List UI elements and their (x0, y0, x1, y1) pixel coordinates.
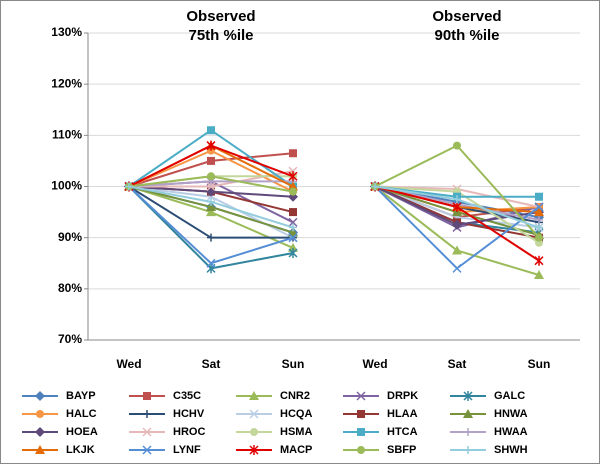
legend-label: SHWH (494, 444, 528, 456)
marker (206, 181, 216, 192)
legend-label: HLAA (387, 408, 418, 420)
y-tick-label: 130% (51, 25, 82, 39)
marker (288, 171, 298, 182)
legend-marker (357, 410, 365, 418)
legend-marker (249, 391, 259, 400)
legend-label: SBFP (387, 444, 416, 456)
legend-marker (35, 391, 45, 401)
legend-label: HTCA (387, 426, 418, 438)
annotation: 90th %ile (434, 27, 499, 44)
y-tick-label: 120% (51, 76, 82, 90)
marker (452, 245, 462, 255)
legend-marker (142, 427, 152, 437)
series (125, 141, 543, 242)
legend-label: C35C (173, 390, 201, 402)
marker (207, 156, 215, 165)
x-tick-label: Wed (362, 357, 387, 371)
legend-label: LKJK (66, 444, 95, 456)
legend-marker (35, 445, 45, 454)
x-tick-label: Sun (282, 357, 305, 371)
y-tick-label: 80% (58, 281, 82, 295)
marker (452, 219, 462, 230)
marker (535, 215, 543, 224)
marker (206, 201, 216, 211)
marker (453, 195, 461, 204)
marker (125, 182, 133, 191)
marker (535, 233, 543, 242)
marker (288, 181, 298, 191)
marker (206, 258, 216, 268)
marker (207, 197, 215, 206)
legend-marker (143, 410, 151, 418)
marker (371, 182, 379, 191)
marker (534, 202, 544, 212)
marker (206, 207, 216, 217)
legend-label: HOEA (66, 426, 98, 438)
y-tick-label: 90% (58, 230, 82, 244)
legend-marker (249, 445, 259, 455)
legend-label: DRPK (387, 390, 418, 402)
legend-label: CNR2 (280, 390, 310, 402)
legend-label: LYNF (173, 444, 201, 456)
x-tick-label: Sat (448, 357, 467, 371)
legend-label: HNWA (494, 408, 528, 420)
marker (207, 172, 215, 181)
marker (289, 187, 297, 196)
legend-marker (143, 392, 151, 400)
marker (288, 217, 298, 227)
marker (452, 201, 462, 212)
x-tick-label: Wed (116, 357, 141, 371)
legend-label: HALC (66, 408, 97, 420)
x-tick-label: Sun (528, 357, 551, 371)
legend-label: HROC (173, 426, 205, 438)
marker (289, 208, 297, 217)
series (125, 182, 543, 232)
legend-marker (250, 428, 258, 436)
marker (289, 223, 297, 232)
legend-label: HCHV (173, 408, 205, 420)
legend-marker (463, 391, 473, 401)
legend-marker (142, 445, 152, 455)
marker (288, 233, 298, 243)
legend-marker (249, 409, 259, 419)
marker (453, 141, 461, 150)
marker (207, 233, 215, 242)
legend-marker (356, 391, 366, 401)
marker (534, 270, 544, 280)
y-tick-label: 110% (52, 128, 82, 142)
marker (207, 126, 215, 135)
y-tick-label: 70% (58, 332, 82, 346)
legend-marker (35, 427, 45, 437)
marker (288, 248, 298, 259)
marker (535, 223, 543, 232)
legend-marker (463, 409, 473, 418)
legend-label: HSMA (280, 426, 312, 438)
annotation: Observed (432, 8, 501, 25)
legend-label: MACP (280, 444, 312, 456)
legend-marker (357, 428, 365, 436)
legend-label: HWAA (494, 426, 528, 438)
legend-marker (357, 446, 365, 454)
marker (289, 149, 297, 158)
y-tick-label: 100% (51, 179, 82, 193)
legend-marker (36, 410, 44, 418)
annotation: 75th %ile (188, 27, 253, 44)
annotation: Observed (186, 8, 255, 25)
marker (534, 255, 544, 266)
legend-label: GALC (494, 390, 525, 402)
legend-label: HCQA (280, 408, 312, 420)
marker (534, 207, 544, 217)
marker (206, 140, 216, 151)
marker (535, 192, 543, 201)
x-tick-label: Sat (202, 357, 221, 371)
legend-marker (464, 428, 472, 436)
legend-marker (464, 446, 472, 454)
legend-label: BAYP (66, 390, 96, 402)
marker (452, 263, 462, 273)
